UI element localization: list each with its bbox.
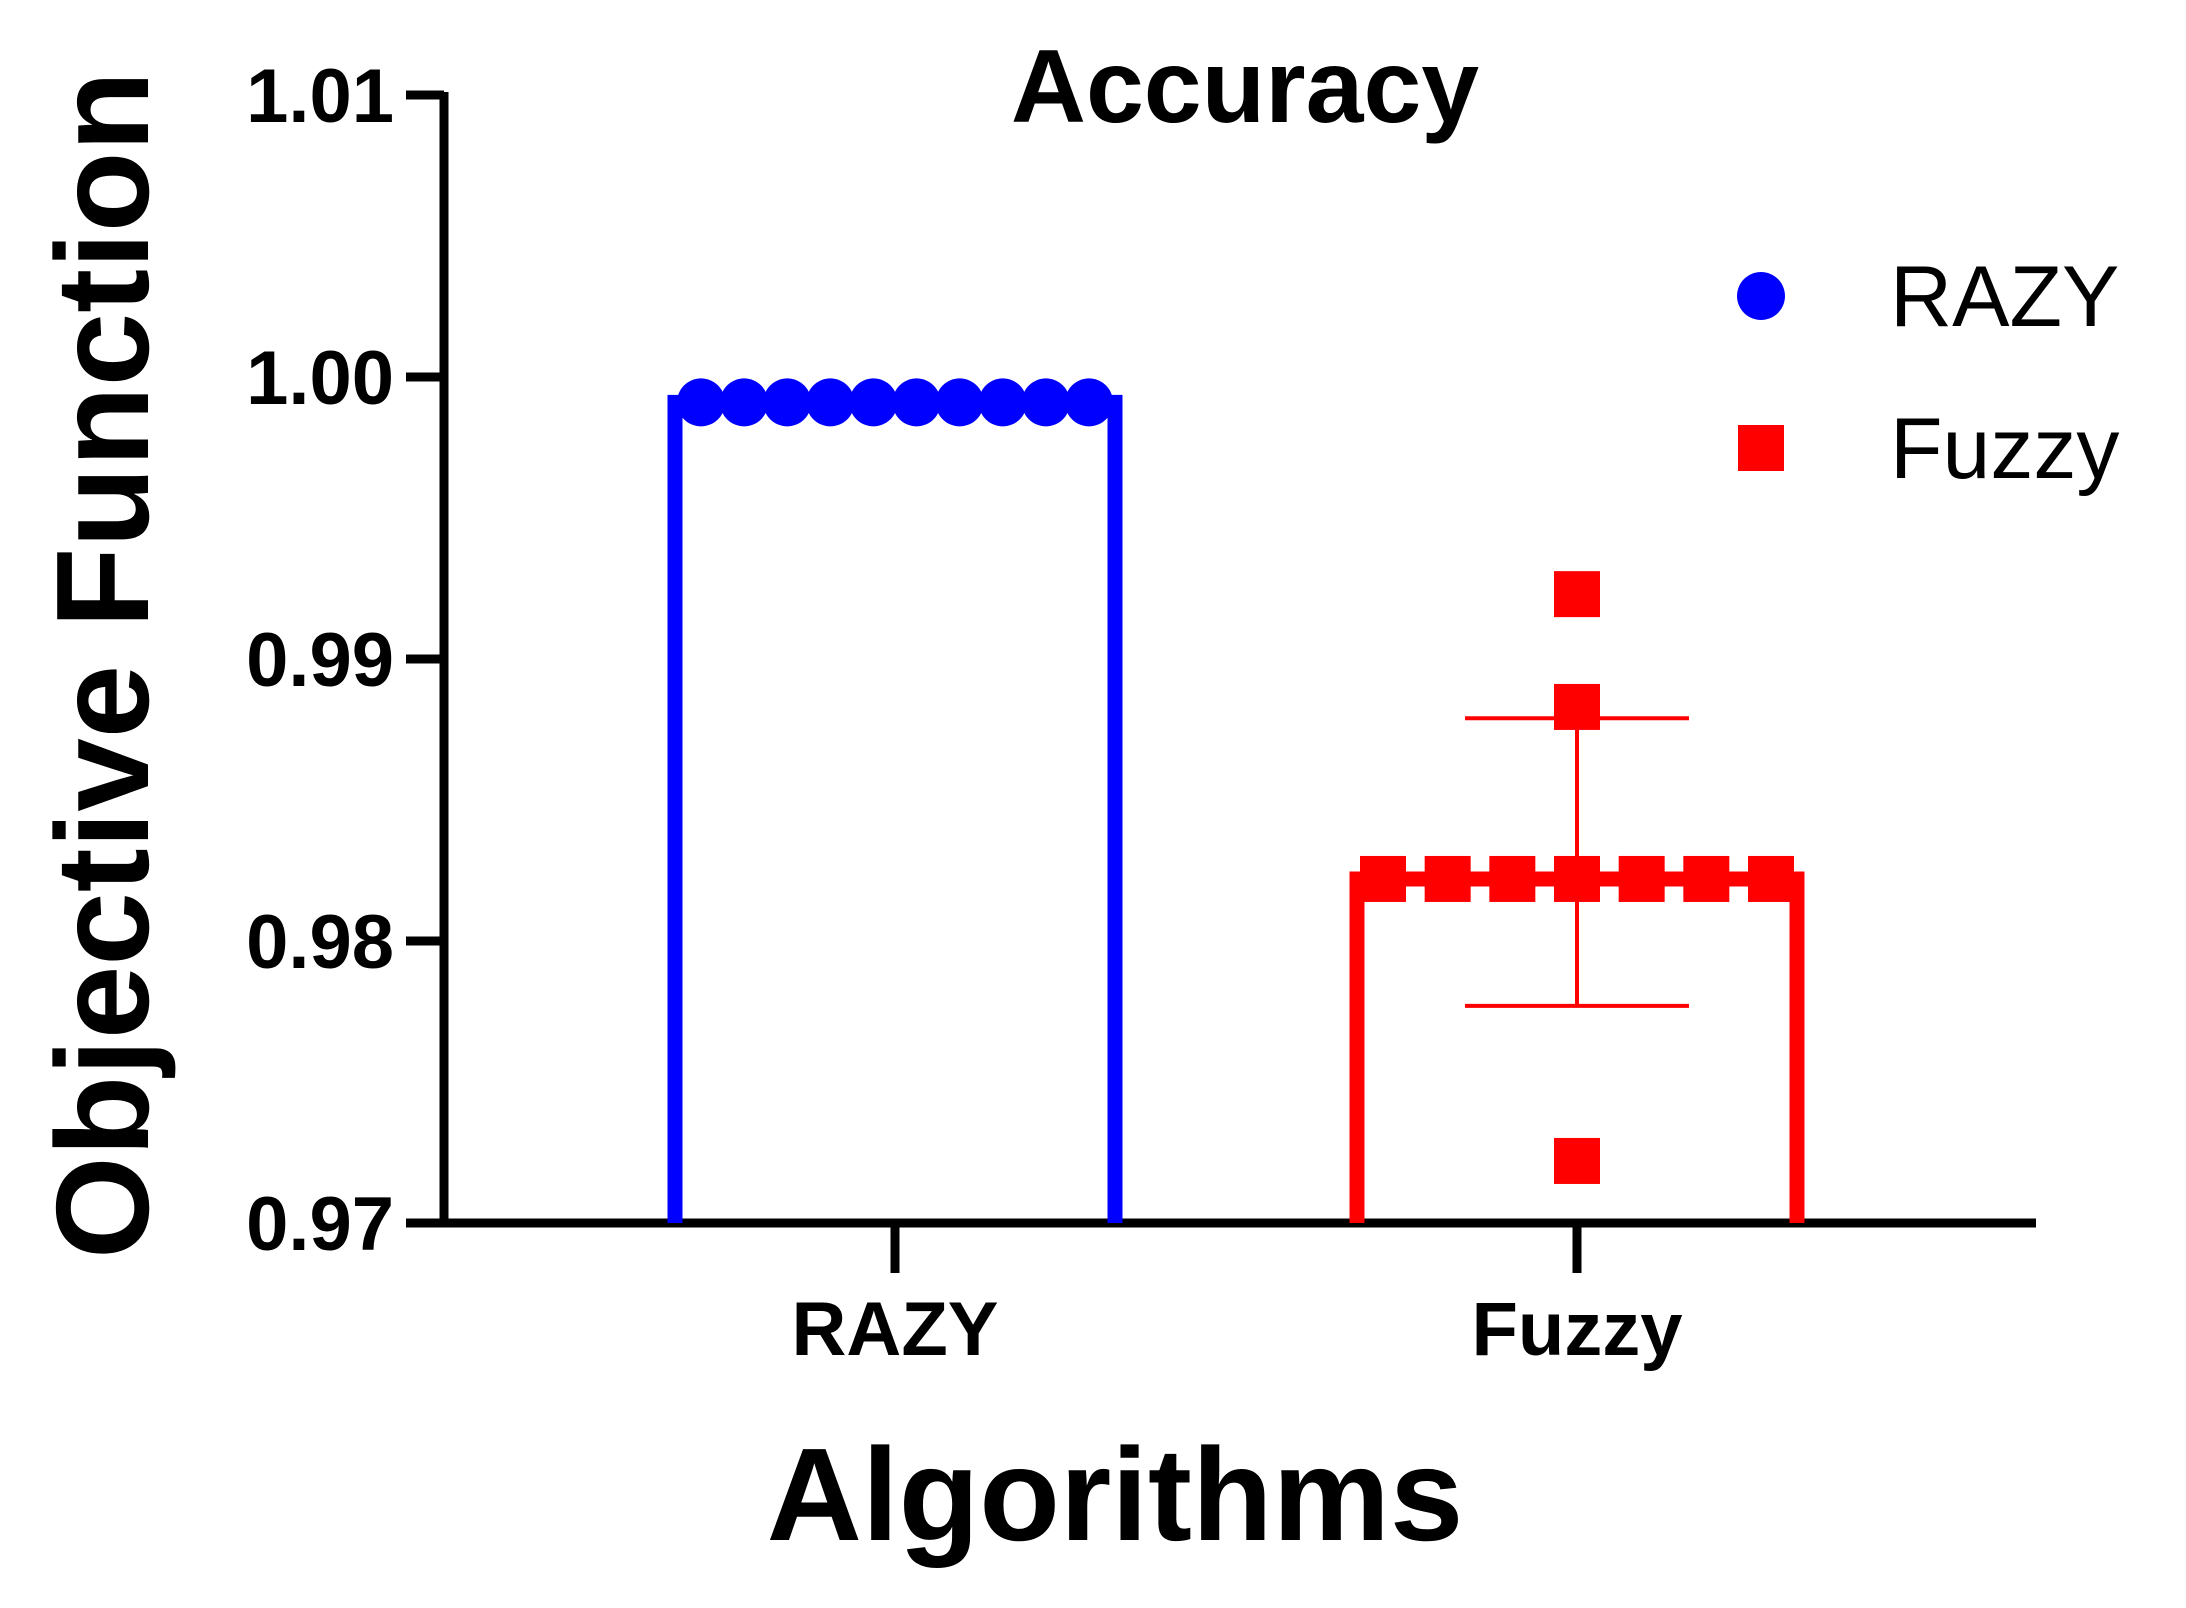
legend-marker-square [1738, 425, 1784, 471]
x-tick-label: RAZY [792, 1287, 999, 1372]
data-point-razy [677, 378, 725, 427]
y-tick-label: 1.01 [246, 54, 394, 139]
x-tick-label: Fuzzy [1471, 1287, 1682, 1372]
x-axis-label: Algorithms [767, 1421, 1464, 1568]
data-point-fuzzy [1748, 855, 1794, 902]
data-point-fuzzy [1554, 855, 1600, 902]
bar-razy [667, 394, 1123, 1223]
y-tick-label: 0.98 [246, 900, 394, 985]
y-tick-label: 0.97 [246, 1182, 394, 1267]
data-point-razy [720, 378, 769, 427]
bars [667, 394, 1805, 1223]
y-tick-label: 0.99 [246, 618, 394, 703]
data-point-fuzzy [1683, 855, 1730, 902]
data-point-fuzzy [1554, 683, 1600, 730]
data-point-razy [935, 378, 984, 427]
data-point-fuzzy [1618, 855, 1665, 902]
y-tick-label: 1.00 [246, 336, 394, 421]
chart-title: Accuracy [1011, 29, 1479, 145]
legend: RAZY Fuzzy [1737, 249, 2119, 497]
legend-label: RAZY [1890, 249, 2119, 345]
data-point-razy [978, 378, 1027, 427]
data-point-fuzzy [1360, 855, 1406, 902]
data-point-razy [1065, 378, 1113, 427]
axes: 0.97 0.98 0.99 1.00 1.01 RAZY Fuzzy [246, 54, 2036, 1372]
legend-label: Fuzzy [1890, 401, 2119, 497]
data-point-razy [849, 378, 898, 427]
data-point-fuzzy [1424, 855, 1471, 902]
data-point-razy [892, 378, 941, 427]
data-point-razy [1021, 378, 1070, 427]
legend-marker-circle [1737, 272, 1785, 320]
data-point-razy [806, 378, 855, 427]
data-point-razy [763, 378, 812, 427]
data-point-fuzzy [1489, 855, 1536, 902]
y-axis-label: Objective Function [29, 71, 176, 1259]
data-point-fuzzy [1554, 571, 1600, 618]
data-point-fuzzy [1554, 1137, 1600, 1184]
data-points [677, 378, 1794, 1184]
